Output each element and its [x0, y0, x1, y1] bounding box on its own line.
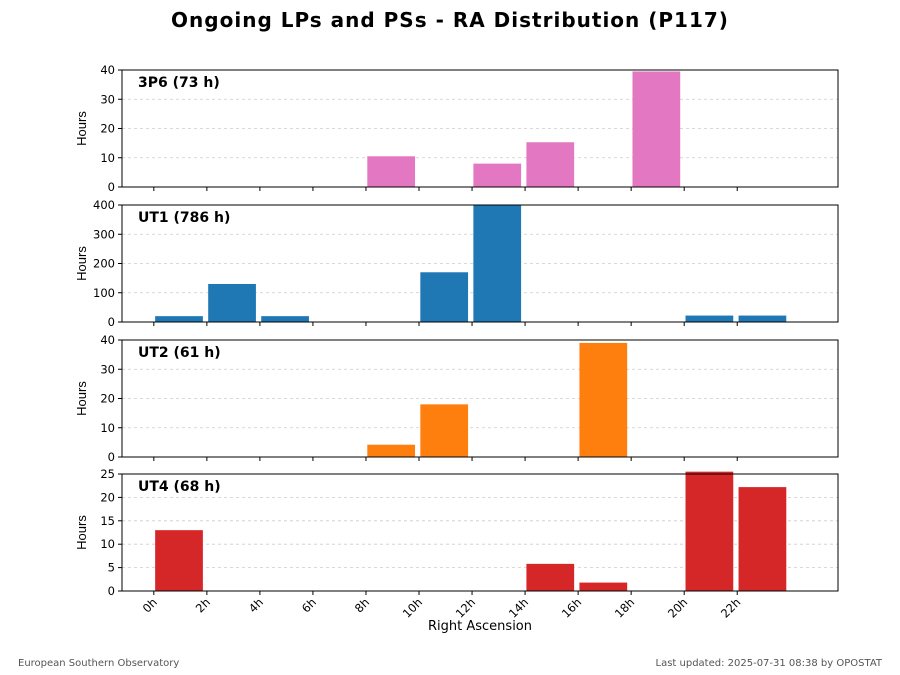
bar-ut4-0h [155, 530, 203, 591]
x-axis-label: Right Ascension [428, 619, 532, 634]
x-tick-label: 10h [400, 595, 425, 620]
y-tick-label: 15 [100, 514, 115, 528]
y-tick-label: 20 [100, 392, 115, 406]
y-tick-label: 400 [93, 198, 115, 212]
bar-ut1-20h [685, 315, 734, 322]
axes-frame-ut4 [121, 473, 839, 592]
y-tick-label: 20 [100, 122, 115, 136]
y-tick-label: 40 [100, 63, 115, 77]
x-tick-label: 0h [140, 595, 160, 615]
bar-ut1-2h [208, 283, 256, 322]
y-tick-label: 0 [108, 315, 115, 329]
panel-label-ut2: UT2 (61 h) [138, 345, 221, 361]
x-tick-label: 18h [612, 595, 637, 620]
y-tick-label: 5 [108, 561, 115, 575]
bar-ut4-14h [526, 563, 575, 591]
panel-label-3p6: 3P6 (73 h) [138, 75, 220, 91]
y-axis-label: Hours [74, 515, 89, 550]
y-axis-label: Hours [74, 246, 89, 281]
y-tick-label: 30 [100, 362, 115, 376]
y-tick-label: 20 [100, 490, 115, 504]
bar-ut2-8h [367, 444, 416, 457]
y-axis-label: Hours [74, 111, 89, 146]
y-tick-label: 300 [93, 227, 115, 241]
y-tick-label: 25 [100, 467, 115, 481]
x-tick-label: 14h [506, 595, 531, 620]
bar-ut4-22h [738, 487, 787, 591]
y-tick-label: 100 [93, 286, 115, 300]
footer-last-updated: Last updated: 2025-07-31 08:38 by OPOSTA… [655, 658, 883, 669]
y-tick-label: 10 [100, 537, 115, 551]
chart-title: Ongoing LPs and PSs - RA Distribution (P… [171, 8, 729, 32]
bar-ut1-12h [473, 205, 522, 322]
bar-ut1-10h [420, 272, 469, 322]
x-tick-label: 6h [299, 595, 319, 615]
y-axis-label: Hours [74, 381, 89, 416]
bar-3p6-8h [367, 156, 416, 187]
y-tick-label: 30 [100, 92, 115, 106]
y-tick-label: 0 [108, 450, 115, 464]
bar-3p6-18h [632, 71, 681, 187]
y-tick-label: 40 [100, 333, 115, 347]
panel-label-ut1: UT1 (786 h) [138, 210, 230, 226]
x-tick-label: 2h [193, 595, 213, 615]
bar-ut4-16h [579, 582, 628, 591]
bar-ut1-4h [261, 316, 309, 322]
bar-ut4-20h [685, 471, 734, 591]
x-tick-label: 16h [559, 595, 584, 620]
y-tick-label: 0 [108, 584, 115, 598]
bar-ut2-10h [420, 404, 469, 457]
x-tick-label: 20h [665, 595, 690, 620]
bar-ut1-0h [155, 316, 203, 322]
y-tick-label: 10 [100, 421, 115, 435]
x-tick-label: 22h [718, 595, 743, 620]
footer-organization: European Southern Observatory [18, 658, 180, 669]
x-tick-label: 4h [246, 595, 266, 615]
bar-ut2-16h [579, 342, 628, 457]
y-tick-label: 10 [100, 151, 115, 165]
bar-3p6-12h [473, 163, 522, 187]
bar-3p6-14h [526, 142, 575, 187]
x-tick-label: 12h [453, 595, 478, 620]
y-tick-label: 200 [93, 257, 115, 271]
x-tick-label: 8h [352, 595, 372, 615]
y-tick-label: 0 [108, 180, 115, 194]
panel-label-ut4: UT4 (68 h) [138, 479, 221, 495]
bar-ut1-22h [738, 315, 787, 322]
